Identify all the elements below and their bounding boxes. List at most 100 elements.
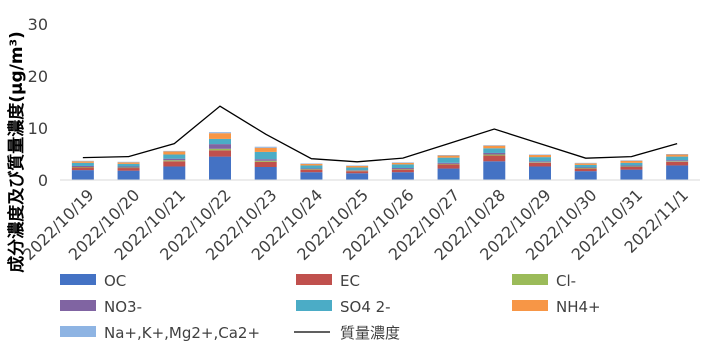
bar-segment	[620, 160, 643, 161]
legend-item: 質量濃度	[294, 324, 400, 342]
bar-segment	[254, 167, 277, 180]
bar-segment	[666, 156, 689, 161]
bar-segment	[163, 166, 186, 180]
y-tick-label: 0	[38, 171, 48, 190]
bar-segment	[254, 159, 277, 161]
bar-segment	[163, 161, 186, 167]
bar-segment	[483, 148, 506, 153]
bar-segment	[117, 167, 140, 169]
bar-segment	[666, 154, 689, 157]
bar-segment	[346, 170, 369, 172]
bar-segment	[254, 160, 277, 162]
bar-segment	[437, 168, 460, 180]
legend-item: Cl-	[512, 272, 576, 290]
bar-segment	[300, 169, 323, 173]
bar-segment	[71, 161, 94, 163]
bar-segment	[483, 145, 506, 149]
bar-segment	[117, 162, 140, 164]
bar-segment	[391, 162, 414, 165]
bar-segment	[620, 167, 643, 170]
bar-segment	[437, 155, 460, 158]
bar-segment	[209, 138, 231, 145]
bar-segment	[163, 151, 186, 155]
bar-segment	[437, 162, 460, 164]
legend-label: Na+,K+,Mg2+,Ca2+	[104, 324, 260, 342]
bar-segment	[483, 155, 506, 162]
bar-segment	[300, 169, 323, 170]
bar-segment	[529, 161, 551, 163]
bar-segment	[163, 158, 186, 161]
bar-segment	[300, 163, 323, 166]
bar-segment	[209, 148, 231, 151]
legend-swatch	[512, 274, 548, 285]
bar-segment	[163, 154, 186, 159]
bar-segment	[666, 161, 689, 162]
bar-segment	[437, 157, 460, 163]
bar-segment	[117, 166, 140, 168]
bars	[71, 132, 689, 180]
bar-segment	[391, 169, 414, 170]
legend-item: NO3-	[60, 298, 142, 316]
bar-segment	[117, 163, 140, 167]
bar-segment	[437, 163, 460, 165]
bar-segment	[574, 168, 597, 169]
bar-segment	[71, 167, 94, 168]
legend-item: Na+,K+,Mg2+,Ca2+	[60, 324, 260, 342]
bar-segment	[71, 165, 94, 167]
bar-segment	[529, 166, 551, 180]
bar-segment	[529, 155, 551, 158]
bar-segment	[254, 146, 277, 148]
legend-item: OC	[60, 272, 126, 290]
y-ticks: 0 10 20 30	[28, 15, 48, 190]
legend: OC EC Cl- NO3- SO4 2- NH4+ Na+,K+,Mg2+,Ca2+ 質量濃…	[60, 272, 601, 342]
bar-segment	[346, 167, 369, 171]
bar-segment	[574, 171, 597, 180]
bar-segment	[254, 151, 277, 160]
bar-segment	[209, 132, 231, 134]
bar-segment	[666, 161, 689, 166]
bar-segment	[71, 167, 94, 171]
bar-segment	[620, 165, 643, 167]
legend-swatch	[60, 326, 96, 337]
bar-segment	[574, 162, 597, 164]
bar-segment	[209, 144, 231, 149]
legend-item: NH4+	[512, 298, 601, 316]
bar-segment	[529, 154, 551, 156]
bar-segment	[346, 171, 369, 174]
legend-item: EC	[296, 272, 360, 290]
bar-segment	[620, 166, 643, 167]
legend-swatch	[512, 300, 548, 311]
y-axis-label: 成分濃度及び質量濃度(μg/m³)	[6, 31, 27, 273]
y-tick-label: 30	[28, 15, 48, 34]
bar-segment	[163, 150, 186, 152]
bar-segment	[300, 172, 323, 180]
bar-segment	[209, 133, 231, 139]
bar-segment	[529, 157, 551, 162]
bar-segment	[346, 170, 369, 171]
bar-segment	[437, 164, 460, 169]
bar-segment	[391, 162, 414, 163]
bar-segment	[483, 161, 506, 180]
legend-swatch	[60, 274, 96, 285]
bar-segment	[300, 168, 323, 170]
bar-segment	[346, 173, 369, 180]
legend-swatch	[296, 300, 332, 311]
bar-segment	[529, 162, 551, 167]
legend-item: SO4 2-	[296, 298, 391, 316]
legend-swatch	[296, 274, 332, 285]
legend-label: NO3-	[104, 298, 142, 316]
bar-segment	[574, 163, 597, 165]
bar-segment	[391, 172, 414, 180]
bar-segment	[254, 161, 277, 167]
bar-segment	[529, 162, 551, 163]
bar-segment	[391, 169, 414, 173]
bar-segment	[391, 164, 414, 169]
bar-segment	[117, 170, 140, 180]
x-ticks: 2022/10/192022/10/202022/10/212022/10/22…	[19, 185, 692, 264]
legend-label: Cl-	[556, 272, 576, 290]
bar-segment	[209, 156, 231, 180]
bar-segment	[346, 165, 369, 166]
bar-segment	[620, 162, 643, 166]
bar-segment	[254, 147, 277, 152]
